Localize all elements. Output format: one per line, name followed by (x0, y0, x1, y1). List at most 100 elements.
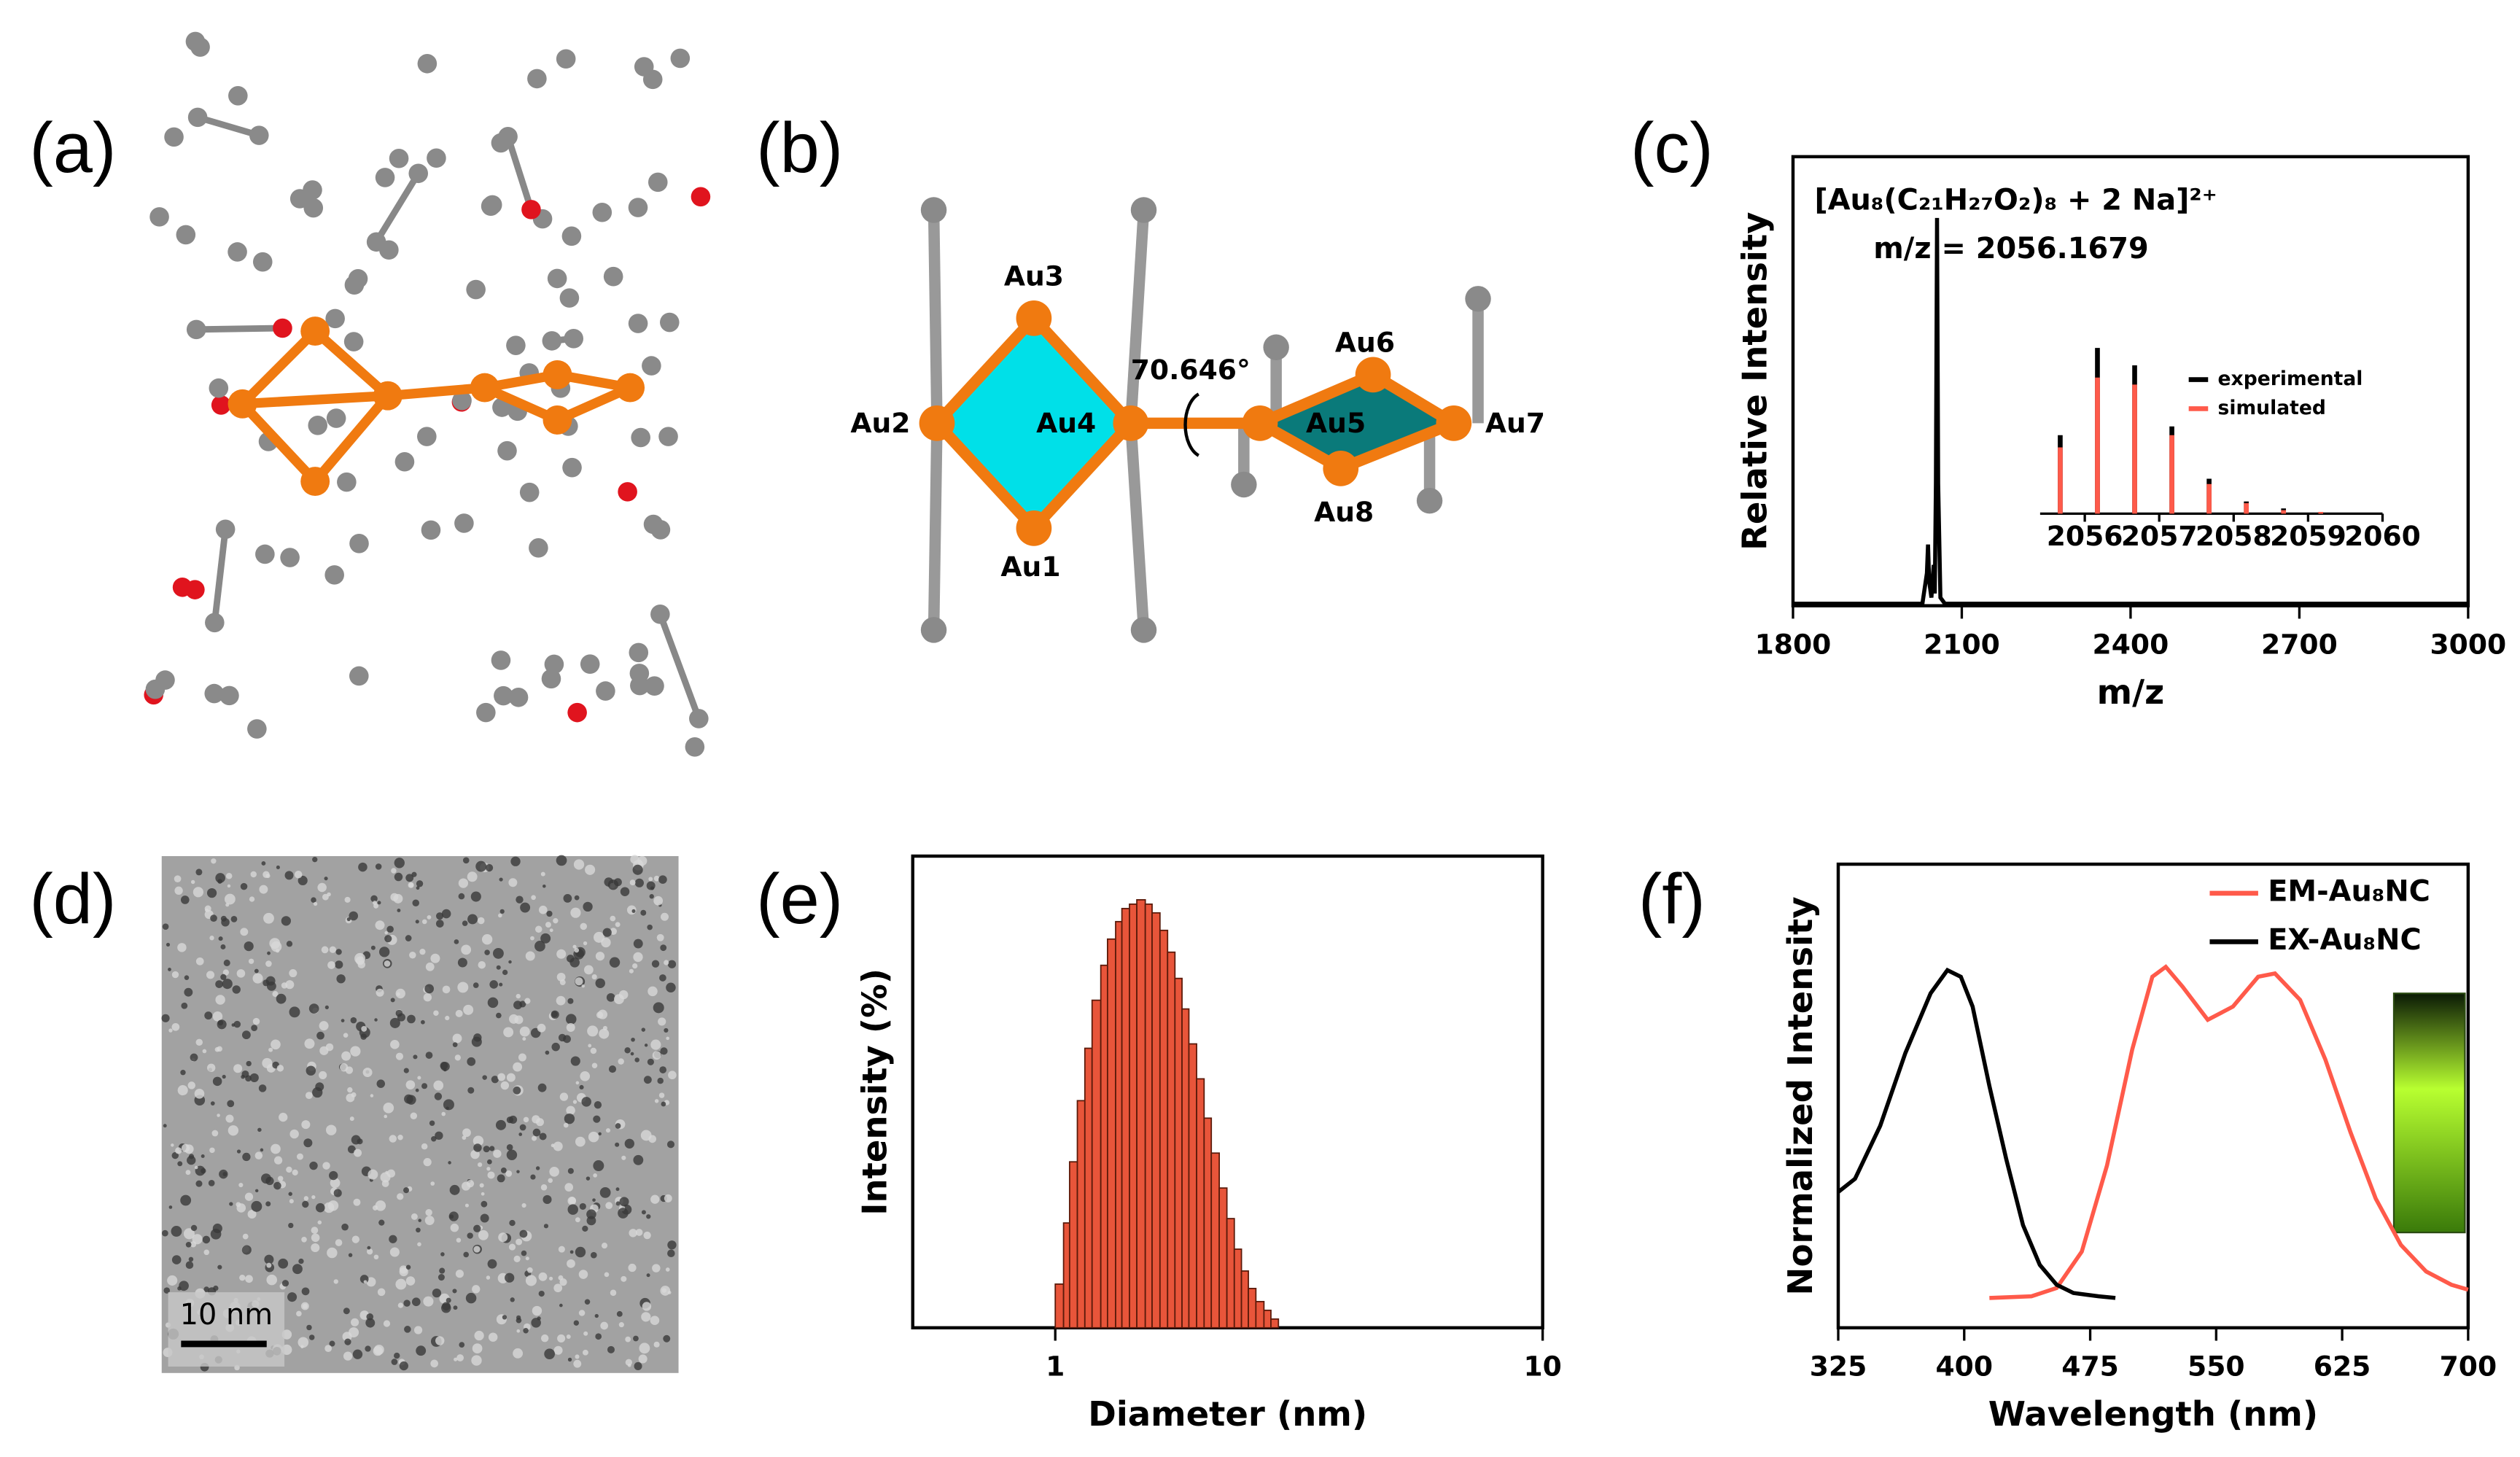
particle (635, 1229, 643, 1236)
particle (222, 1172, 228, 1176)
bond (211, 529, 229, 623)
particle (594, 931, 605, 943)
particle (421, 1143, 428, 1150)
particle (513, 1348, 524, 1359)
particle (242, 1152, 251, 1162)
particle (184, 987, 193, 997)
x-tick-label: 2060 (2344, 520, 2421, 552)
particle (631, 1037, 635, 1042)
particle (598, 1132, 602, 1136)
particle (265, 960, 272, 967)
particle (220, 944, 226, 949)
particle (578, 1310, 586, 1316)
histogram-bar (1144, 903, 1153, 1329)
particle (171, 1255, 182, 1264)
particle (508, 960, 512, 964)
histogram-bar (1248, 1288, 1257, 1329)
particle (324, 877, 328, 881)
particle (466, 1179, 475, 1188)
particle (508, 878, 518, 887)
particle (439, 1267, 446, 1274)
particle (394, 1352, 400, 1359)
particle (638, 1354, 648, 1364)
particle (498, 913, 502, 918)
particle (249, 896, 255, 902)
particle (287, 1292, 298, 1302)
atom (650, 605, 670, 624)
particle (373, 901, 377, 905)
panel-label: (b) (756, 108, 843, 187)
particle (311, 1195, 316, 1200)
particle (530, 1174, 536, 1180)
particle (567, 1204, 578, 1215)
atom (630, 675, 650, 696)
particle (481, 1200, 488, 1208)
particle (524, 998, 531, 1004)
au-atom (542, 405, 572, 435)
particle (163, 1287, 171, 1294)
particle (269, 938, 281, 949)
atom (349, 666, 369, 686)
particle (564, 1183, 574, 1192)
particle (525, 951, 535, 961)
particle (594, 1313, 599, 1318)
particle (292, 1264, 303, 1275)
particle (261, 861, 266, 866)
atom (556, 49, 576, 69)
particle (389, 1017, 400, 1028)
ligand-atom (1465, 286, 1491, 312)
particle (397, 909, 401, 912)
particle (209, 1147, 215, 1154)
particle (593, 1173, 597, 1178)
particle (344, 1338, 351, 1345)
particle (615, 1201, 621, 1206)
x-tick-label: 2100 (1924, 629, 2000, 661)
particle (311, 897, 316, 903)
particle (606, 992, 615, 1002)
particle (644, 1044, 648, 1047)
particle (567, 1259, 575, 1268)
particle (442, 1302, 451, 1311)
particle (225, 872, 233, 879)
y-axis-label: Normalized Intensity (1781, 896, 1820, 1295)
particle (531, 1318, 541, 1328)
particle (530, 936, 534, 941)
histogram-bar (1121, 907, 1130, 1329)
particle (575, 977, 583, 986)
particle (241, 1245, 252, 1255)
particle (523, 1327, 529, 1334)
particle (452, 1033, 462, 1044)
particle (397, 1193, 404, 1200)
histogram-bar (1263, 1309, 1272, 1329)
atom (389, 148, 409, 168)
ligand-atom (1263, 334, 1289, 360)
particle (308, 1334, 315, 1340)
particle (281, 1280, 289, 1287)
histogram-bar (1159, 929, 1169, 1329)
atom (685, 737, 705, 757)
particle (303, 1138, 313, 1148)
x-tick-label: 1800 (1755, 629, 1832, 661)
particle (615, 922, 621, 928)
particle (250, 871, 257, 878)
x-tick-label: 1 (1046, 1351, 1065, 1383)
particle (667, 1291, 672, 1294)
particle (465, 1292, 477, 1304)
atom (247, 719, 267, 739)
particle (228, 1125, 239, 1136)
particle (449, 1214, 454, 1219)
particle (397, 1134, 403, 1141)
particle (344, 896, 351, 903)
particle (493, 947, 504, 959)
x-tick-label: 10 (1523, 1351, 1561, 1383)
particle (322, 1162, 330, 1170)
particle (615, 1123, 621, 1129)
particle (513, 1062, 523, 1072)
particle (446, 1106, 449, 1111)
atom (562, 457, 582, 478)
particle (519, 1124, 526, 1131)
particle (584, 1299, 591, 1305)
particle (273, 1181, 281, 1190)
particle (572, 944, 577, 949)
